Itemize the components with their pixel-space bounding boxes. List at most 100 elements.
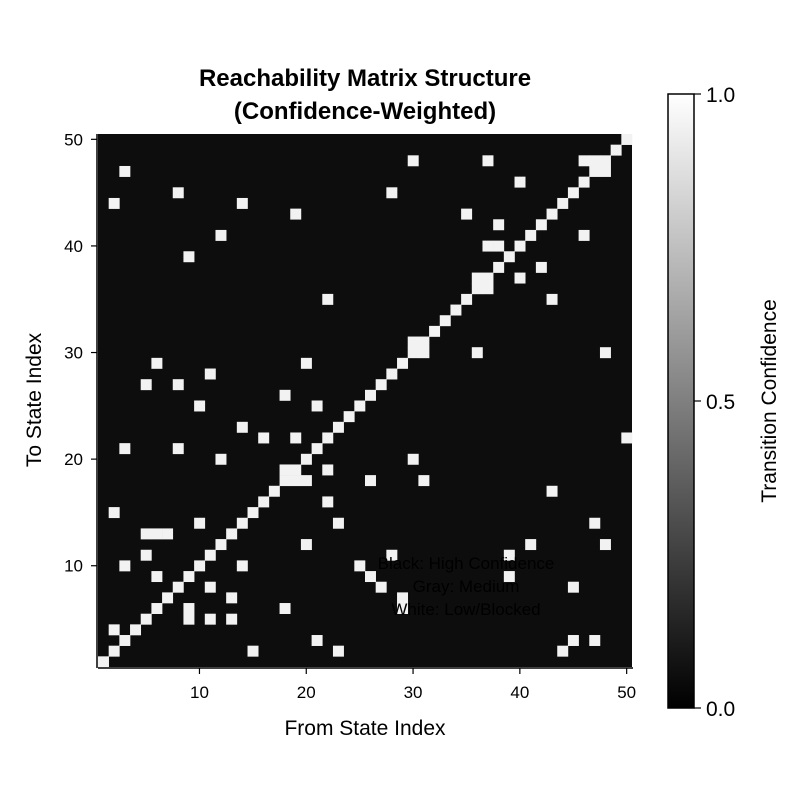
heatmap-cell (151, 357, 163, 369)
heatmap-cell (610, 144, 622, 156)
heatmap-cell (279, 475, 291, 487)
chart-title-line-2: (Confidence-Weighted) (234, 98, 496, 125)
heatmap-cell (194, 517, 206, 529)
heatmap-cell (429, 325, 441, 337)
heatmap-cell (119, 165, 131, 177)
heatmap-cell (215, 229, 227, 241)
heatmap-cell (108, 197, 120, 209)
heatmap-cell (140, 379, 152, 391)
heatmap-cell (119, 443, 131, 455)
colorbar-tick-label: 0.5 (706, 391, 735, 414)
heatmap-cell (557, 197, 569, 209)
heatmap-cell (108, 507, 120, 519)
heatmap-cell (589, 635, 601, 646)
heatmap-cell (514, 240, 526, 252)
heatmap-cell (290, 475, 302, 487)
heatmap-cell (535, 219, 547, 231)
heatmap-cell (311, 443, 323, 455)
heatmap-cell (322, 464, 334, 476)
heatmap-cells (98, 134, 633, 668)
heatmap-cell (268, 485, 280, 497)
heatmap-cell (332, 421, 344, 433)
heatmap-cell (439, 315, 451, 327)
heatmap-cell (599, 165, 611, 177)
heatmap-cell (599, 155, 611, 167)
heatmap-cell (226, 613, 238, 625)
heatmap-cell (151, 528, 163, 540)
heatmap-cell (461, 293, 473, 305)
heatmap-cell (418, 347, 430, 359)
heatmap-cell (290, 464, 302, 476)
heatmap-cell (407, 336, 419, 348)
colorbar-gradient (667, 93, 695, 709)
heatmap-cell (183, 251, 195, 263)
heatmap-cell (183, 571, 195, 583)
heatmap-cell (599, 347, 611, 359)
heatmap-cell (119, 635, 131, 646)
heatmap-cell (130, 624, 142, 636)
heatmap-cell (386, 368, 398, 380)
heatmap-cell (375, 581, 387, 593)
heatmap-cell (418, 336, 430, 348)
heatmap-cell (226, 528, 238, 540)
heatmap-cell (236, 197, 248, 209)
x-tick-label: 20 (297, 683, 316, 702)
heatmap-cell (461, 208, 473, 220)
annotation-line-1: Black: High Confidence (378, 554, 555, 573)
heatmap-cell (365, 475, 376, 487)
heatmap-cell (354, 400, 366, 412)
heatmap-cell (204, 581, 216, 593)
x-axis-label: From State Index (284, 717, 446, 740)
heatmap-cell (215, 453, 227, 465)
y-tick-label: 20 (64, 450, 83, 469)
heatmap-cell (151, 571, 163, 583)
heatmap-cell (599, 539, 611, 551)
heatmap-cell (279, 464, 291, 476)
heatmap-cell (471, 347, 483, 359)
heatmap-cell (386, 549, 398, 561)
heatmap-cell (450, 304, 462, 316)
heatmap-cell (621, 432, 633, 444)
heatmap-cell (204, 613, 216, 625)
heatmap-cell (589, 155, 601, 167)
heatmap-cell (525, 539, 537, 551)
heatmap-cell (204, 368, 216, 380)
heatmap-cell (172, 379, 184, 391)
heatmap-cell (140, 549, 152, 561)
heatmap-cell (397, 357, 409, 369)
heatmap-cell (183, 603, 195, 614)
heatmap-cell (514, 272, 526, 284)
heatmap-cell (279, 389, 291, 401)
heatmap-cell (279, 603, 291, 614)
colorbar-label: Transition Confidence (758, 299, 781, 503)
heatmap-cell (503, 571, 515, 583)
heatmap-cell (482, 272, 494, 284)
heatmap-cell (108, 624, 120, 636)
heatmap-cell (236, 517, 248, 529)
heatmap-cell (418, 475, 430, 487)
heatmap-cell (98, 656, 109, 668)
heatmap-cell (546, 485, 558, 497)
heatmap-cell (578, 176, 590, 188)
y-tick-label: 50 (64, 130, 83, 149)
heatmap-cell (183, 613, 195, 625)
y-axis-label: To State Index (23, 332, 46, 467)
heatmap-cell (343, 411, 355, 423)
heatmap-cell (226, 592, 238, 604)
heatmap-cell (482, 240, 494, 252)
heatmap-cell (247, 645, 259, 657)
heatmap-cell (151, 603, 163, 614)
heatmap-axes: 10 20 30 40 50 10 20 30 40 50 (64, 130, 636, 702)
heatmap-cell (567, 581, 579, 593)
heatmap-cell (482, 283, 494, 295)
heatmap-cell (407, 347, 419, 359)
heatmap-cell (332, 517, 344, 529)
heatmap-cell (322, 293, 334, 305)
heatmap-cell (236, 421, 248, 433)
heatmap-cell (290, 432, 302, 444)
heatmap-cell (172, 581, 184, 593)
heatmap-cell (503, 251, 515, 263)
heatmap-plot-area (98, 134, 633, 668)
heatmap-cell (162, 592, 174, 604)
heatmap-cell (621, 134, 633, 145)
